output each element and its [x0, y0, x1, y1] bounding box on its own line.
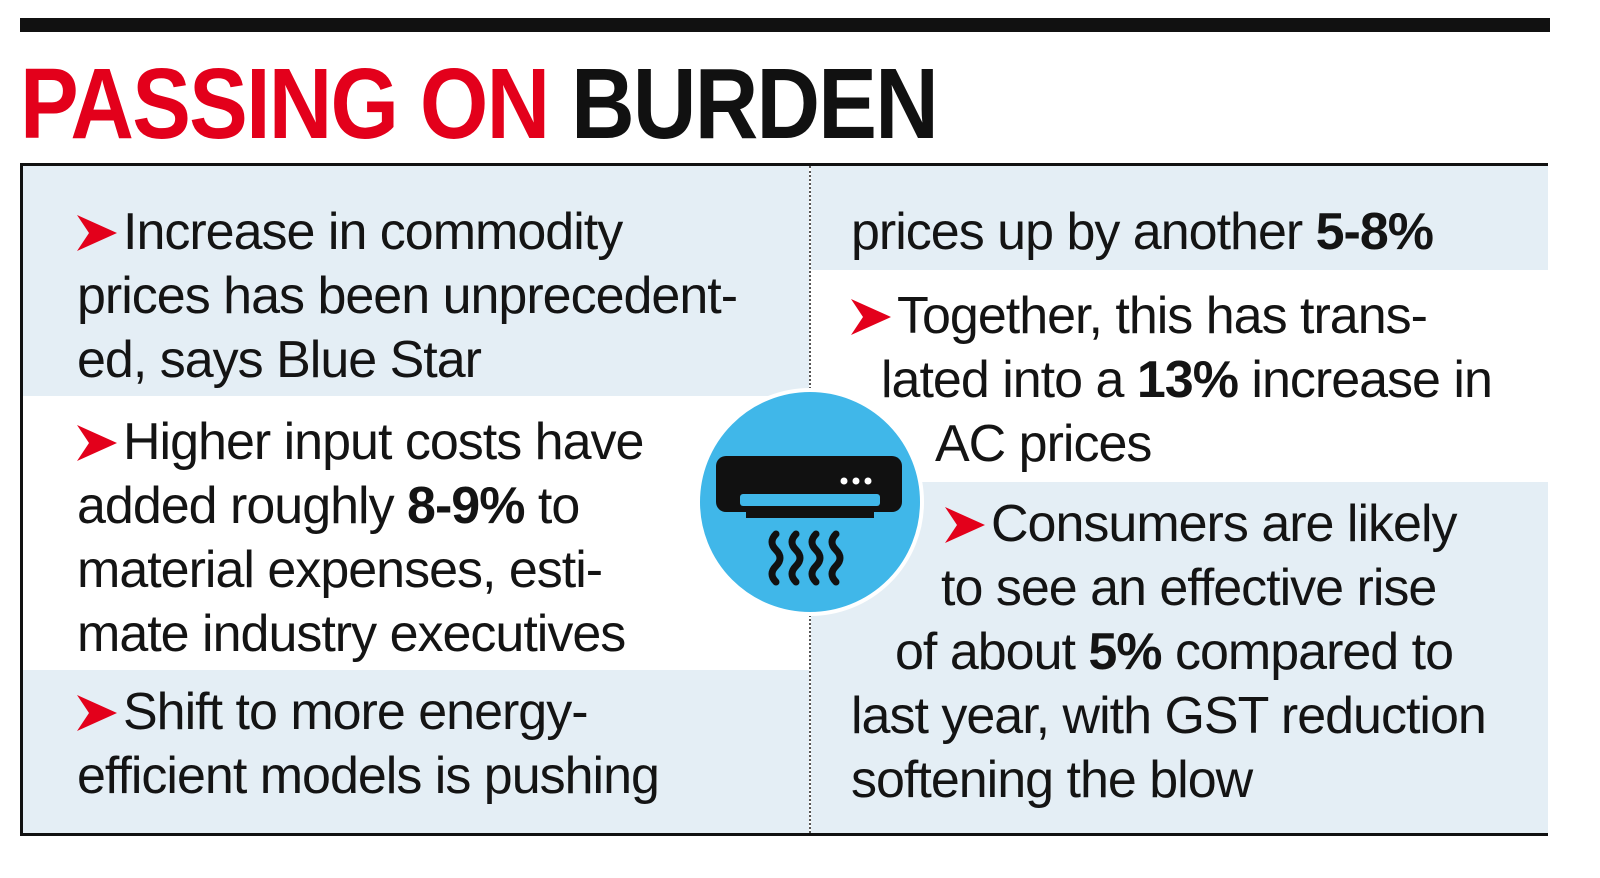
bullet-line: ed, says Blue Star — [77, 331, 482, 389]
bullet-input-costs: Higher input costs have added roughly 8-… — [77, 410, 644, 666]
highlight-figure: 5% — [1088, 623, 1162, 681]
bullet-line: prices has been unprecedent- — [77, 267, 738, 325]
left-band-2 — [23, 396, 809, 670]
bullet-commodity-prices: Increase in commodity prices has been un… — [77, 200, 738, 392]
bullet-line: Higher input costs have — [123, 413, 644, 471]
bullet-line: mate industry executives — [77, 605, 626, 663]
air-conditioner-icon — [696, 388, 924, 616]
bullet-text: compared to — [1161, 623, 1454, 681]
red-arrowhead-icon — [77, 695, 117, 731]
right-band-1 — [811, 166, 1548, 270]
top-rule — [20, 18, 1550, 32]
bullet-text: added roughly — [77, 477, 408, 535]
bullet-text: to — [524, 477, 580, 535]
right-band-2 — [811, 270, 1548, 482]
bullet-line: Consumers are likely — [991, 495, 1457, 553]
bullet-consumer-rise: Consumers are likely to see an effective… — [851, 492, 1487, 812]
bullet-line: material expenses, esti- — [77, 541, 603, 599]
red-arrowhead-icon — [77, 425, 117, 461]
left-band-3 — [23, 670, 809, 833]
bullet-energy-efficient: Shift to more energy- efficient models i… — [77, 680, 660, 808]
info-panel: Increase in commodity prices has been un… — [20, 163, 1548, 836]
bullet-text: increase in — [1237, 351, 1492, 409]
red-arrowhead-icon — [945, 507, 985, 543]
bullet-line: efficient models is pushing — [77, 747, 660, 805]
right-band-3 — [811, 482, 1548, 833]
bullet-line: Shift to more energy- — [123, 683, 589, 741]
left-band-1 — [23, 166, 809, 396]
bullet-text: lated into a — [881, 351, 1137, 409]
highlight-figure: 5-8% — [1315, 203, 1434, 261]
bullet-ac-price-increase: Together, this has trans- lated into a 1… — [851, 284, 1493, 476]
bullet-line: to see an effective rise — [941, 559, 1437, 617]
red-arrowhead-icon — [77, 215, 117, 251]
bullet-energy-efficient-cont: prices up by another 5-8% — [851, 200, 1434, 264]
headline-red: PASSING ON — [20, 48, 550, 160]
bullet-text: of about — [895, 623, 1089, 681]
bullet-line: softening the blow — [851, 751, 1253, 809]
bullet-line: Increase in commodity — [123, 203, 623, 261]
highlight-figure: 13% — [1136, 351, 1239, 409]
highlight-figure: 8-9% — [407, 477, 525, 535]
headline-black: BURDEN — [571, 48, 939, 160]
headline: PASSING ON BURDEN — [20, 48, 939, 160]
bullet-line: AC prices — [935, 415, 1152, 473]
bullet-text: prices up by another — [851, 203, 1316, 261]
bullet-line: last year, with GST reduction — [851, 687, 1487, 745]
bullet-line: Together, this has trans- — [897, 287, 1428, 345]
red-arrowhead-icon — [851, 299, 891, 335]
